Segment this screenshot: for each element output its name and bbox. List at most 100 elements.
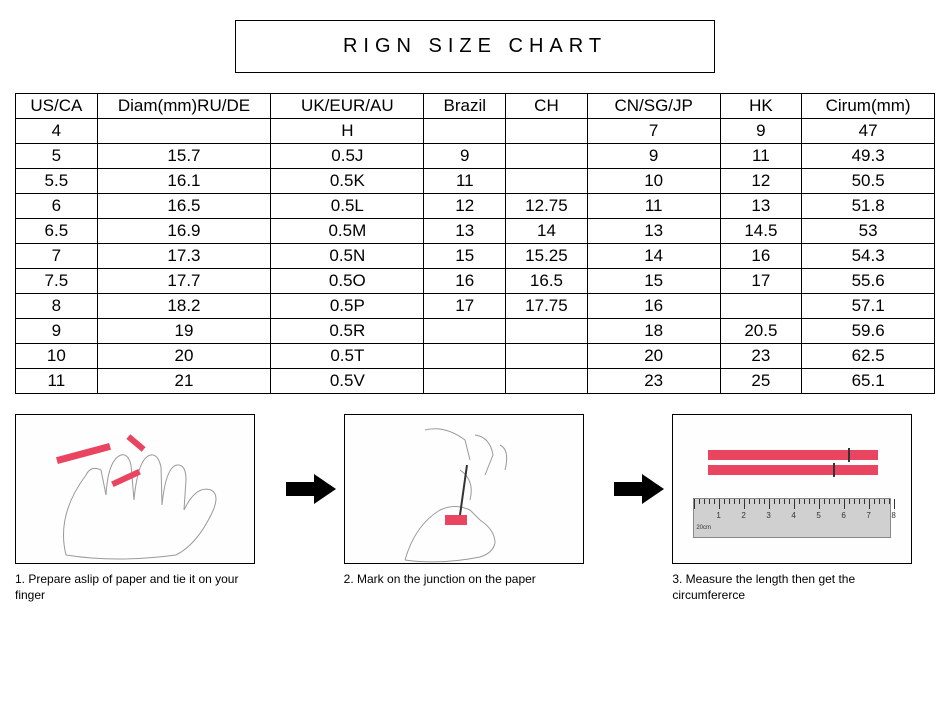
table-cell: 9 — [587, 144, 720, 169]
table-cell: 11 — [16, 369, 98, 394]
table-cell: 16.9 — [97, 219, 271, 244]
step-2-illustration — [344, 414, 584, 564]
table-cell: 17 — [424, 294, 506, 319]
step-3: 20cm12345678 3. Measure the length then … — [672, 414, 935, 603]
table-cell: 0.5N — [271, 244, 424, 269]
table-cell: 9 — [720, 119, 802, 144]
table-cell: 65.1 — [802, 369, 935, 394]
table-cell — [97, 119, 271, 144]
table-cell: 21 — [97, 369, 271, 394]
table-cell: 12 — [720, 169, 802, 194]
table-cell — [424, 369, 506, 394]
table-cell: 16.1 — [97, 169, 271, 194]
table-cell — [720, 294, 802, 319]
table-cell: 9 — [424, 144, 506, 169]
table-cell: 11 — [587, 194, 720, 219]
table-row: 818.20.5P1717.751657.1 — [16, 294, 935, 319]
table-cell: 0.5V — [271, 369, 424, 394]
table-cell — [424, 319, 506, 344]
table-cell: 17.75 — [506, 294, 588, 319]
table-header-cell: CH — [506, 94, 588, 119]
table-cell — [506, 344, 588, 369]
table-row: 11210.5V232565.1 — [16, 369, 935, 394]
table-cell: 0.5T — [271, 344, 424, 369]
table-cell: 23 — [720, 344, 802, 369]
table-header-cell: Cirum(mm) — [802, 94, 935, 119]
table-cell: 7.5 — [16, 269, 98, 294]
table-cell — [424, 344, 506, 369]
ruler-unit-label: 20cm — [696, 525, 711, 531]
ruler-number: 8 — [891, 511, 895, 520]
table-cell: 16 — [424, 269, 506, 294]
table-cell: 0.5K — [271, 169, 424, 194]
table-cell: 14 — [587, 244, 720, 269]
ruler-number: 6 — [841, 511, 845, 520]
table-cell: 62.5 — [802, 344, 935, 369]
step-2-caption: 2. Mark on the junction on the paper — [344, 572, 584, 588]
table-cell: 13 — [424, 219, 506, 244]
ruler-icon: 20cm12345678 — [693, 498, 891, 538]
table-cell — [506, 319, 588, 344]
table-cell: 16.5 — [97, 194, 271, 219]
table-cell: 15 — [424, 244, 506, 269]
step-2: 2. Mark on the junction on the paper — [344, 414, 607, 588]
table-cell: 16.5 — [506, 269, 588, 294]
table-cell: 15.25 — [506, 244, 588, 269]
table-row: 4H7947 — [16, 119, 935, 144]
instruction-steps: 1. Prepare aslip of paper and tie it on … — [15, 414, 935, 603]
table-cell: 13 — [587, 219, 720, 244]
step-1-illustration — [15, 414, 255, 564]
table-cell: 57.1 — [802, 294, 935, 319]
table-cell: 49.3 — [802, 144, 935, 169]
table-cell: 12 — [424, 194, 506, 219]
hand-icon — [16, 415, 255, 564]
table-row: 5.516.10.5K11101250.5 — [16, 169, 935, 194]
table-cell: 0.5M — [271, 219, 424, 244]
table-cell: 9 — [16, 319, 98, 344]
table-cell — [506, 169, 588, 194]
step-3-illustration: 20cm12345678 — [672, 414, 912, 564]
table-cell: 15.7 — [97, 144, 271, 169]
table-cell: 12.75 — [506, 194, 588, 219]
table-cell: 14 — [506, 219, 588, 244]
table-cell: 16 — [720, 244, 802, 269]
table-cell: 8 — [16, 294, 98, 319]
table-header-cell: HK — [720, 94, 802, 119]
table-cell: 7 — [16, 244, 98, 269]
table-header-cell: Diam(mm)RU/DE — [97, 94, 271, 119]
table-cell: 14.5 — [720, 219, 802, 244]
table-header-cell: UK/EUR/AU — [271, 94, 424, 119]
table-cell: 5 — [16, 144, 98, 169]
table-cell: 20 — [97, 344, 271, 369]
table-cell: 18.2 — [97, 294, 271, 319]
table-cell: 10 — [16, 344, 98, 369]
table-cell — [506, 119, 588, 144]
table-header-row: US/CADiam(mm)RU/DEUK/EUR/AUBrazilCHCN/SG… — [16, 94, 935, 119]
table-cell: 17.7 — [97, 269, 271, 294]
table-cell: 0.5R — [271, 319, 424, 344]
table-cell: 25 — [720, 369, 802, 394]
table-cell: 0.5P — [271, 294, 424, 319]
table-header-cell: Brazil — [424, 94, 506, 119]
table-cell: 0.5O — [271, 269, 424, 294]
arrow-2 — [614, 414, 664, 504]
table-cell: 50.5 — [802, 169, 935, 194]
table-row: 6.516.90.5M13141314.553 — [16, 219, 935, 244]
table-cell: 6 — [16, 194, 98, 219]
table-cell: 0.5J — [271, 144, 424, 169]
arrow-1 — [286, 414, 336, 504]
table-cell: 47 — [802, 119, 935, 144]
chart-title: RIGN SIZE CHART — [235, 20, 715, 73]
table-row: 7.517.70.5O1616.5151755.6 — [16, 269, 935, 294]
table-cell: 4 — [16, 119, 98, 144]
table-body: 4H7947515.70.5J991149.35.516.10.5K111012… — [16, 119, 935, 394]
ruler-number: 1 — [716, 511, 720, 520]
table-cell: 5.5 — [16, 169, 98, 194]
table-cell: 15 — [587, 269, 720, 294]
table-cell: H — [271, 119, 424, 144]
step-3-caption: 3. Measure the length then get the circu… — [672, 572, 912, 603]
table-cell: 13 — [720, 194, 802, 219]
table-cell: 59.6 — [802, 319, 935, 344]
table-row: 10200.5T202362.5 — [16, 344, 935, 369]
table-cell: 53 — [802, 219, 935, 244]
